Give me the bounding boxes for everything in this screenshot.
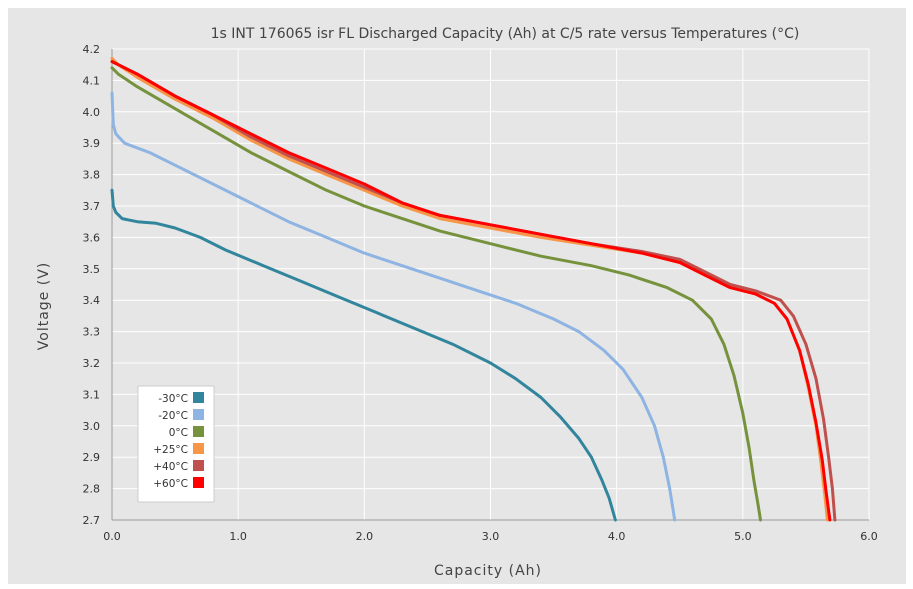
legend-label: +25°C [153,444,188,456]
legend-label: +40°C [153,461,188,473]
y-tick-label: 4.2 [83,43,101,56]
x-tick-label: 5.0 [734,530,752,543]
x-tick-label: 2.0 [356,530,374,543]
chart-container: 0.0 1.0 2.0 3.0 4.0 5.0 6.0 2.7 2.8 2.9 3.0 3.1 3.2 3… [8,8,906,584]
legend-swatch [193,443,204,454]
y-tick-label: 3.4 [83,294,101,307]
legend-swatch [193,409,204,420]
y-tick-label: 3.3 [83,326,101,339]
series-line-2 [110,66,762,522]
y-tick-label: 3.9 [83,137,101,150]
y-tick-label: 2.8 [83,483,101,496]
series-lines [110,56,837,522]
y-tick-label: 2.7 [83,514,101,527]
series-line-0 [110,188,617,522]
x-tick-label: 6.0 [860,530,878,543]
y-tick-label: 3.6 [83,231,101,244]
legend-swatch [193,460,204,471]
legend-swatch [193,392,204,403]
x-tick-label: 3.0 [482,530,500,543]
legend-swatch [193,426,204,437]
y-tick-label: 3.2 [83,357,101,370]
chart-title: 1s INT 176065 isr FL Discharged Capacity… [211,26,800,42]
y-tick-label: 3.5 [83,263,101,276]
x-axis-label: Capacity (Ah) [434,563,542,579]
y-tick-label: 4.0 [83,106,101,119]
y-axis-label: Voltage (V) [36,262,52,350]
axes: 0.0 1.0 2.0 3.0 4.0 5.0 6.0 2.7 2.8 2.9 3.0 3.1 3.2 3… [83,43,878,543]
y-tick-label: 4.1 [83,74,101,87]
y-tick-label: 2.9 [83,451,101,464]
y-tick-label: 3.8 [83,169,101,182]
series-line-1 [110,91,677,522]
x-tick-label: 0.0 [103,530,121,543]
x-tick-label: 1.0 [229,530,247,543]
series-line-5 [110,60,832,522]
legend-label: 0°C [169,427,188,439]
legend-label: -20°C [158,410,188,422]
legend: -30°C -20°C 0°C +25°C +40°C +60°C [137,385,215,503]
legend-label: -30°C [158,393,188,405]
chart: 0.0 1.0 2.0 3.0 4.0 5.0 6.0 2.7 2.8 2.9 3.0 3.1 3.2 3… [36,26,878,579]
y-tick-label: 3.7 [83,200,101,213]
legend-swatch [193,477,204,488]
x-tick-label: 4.0 [608,530,626,543]
y-tick-label: 3.1 [83,388,101,401]
y-tick-label: 3.0 [83,420,101,433]
legend-label: +60°C [153,478,188,490]
